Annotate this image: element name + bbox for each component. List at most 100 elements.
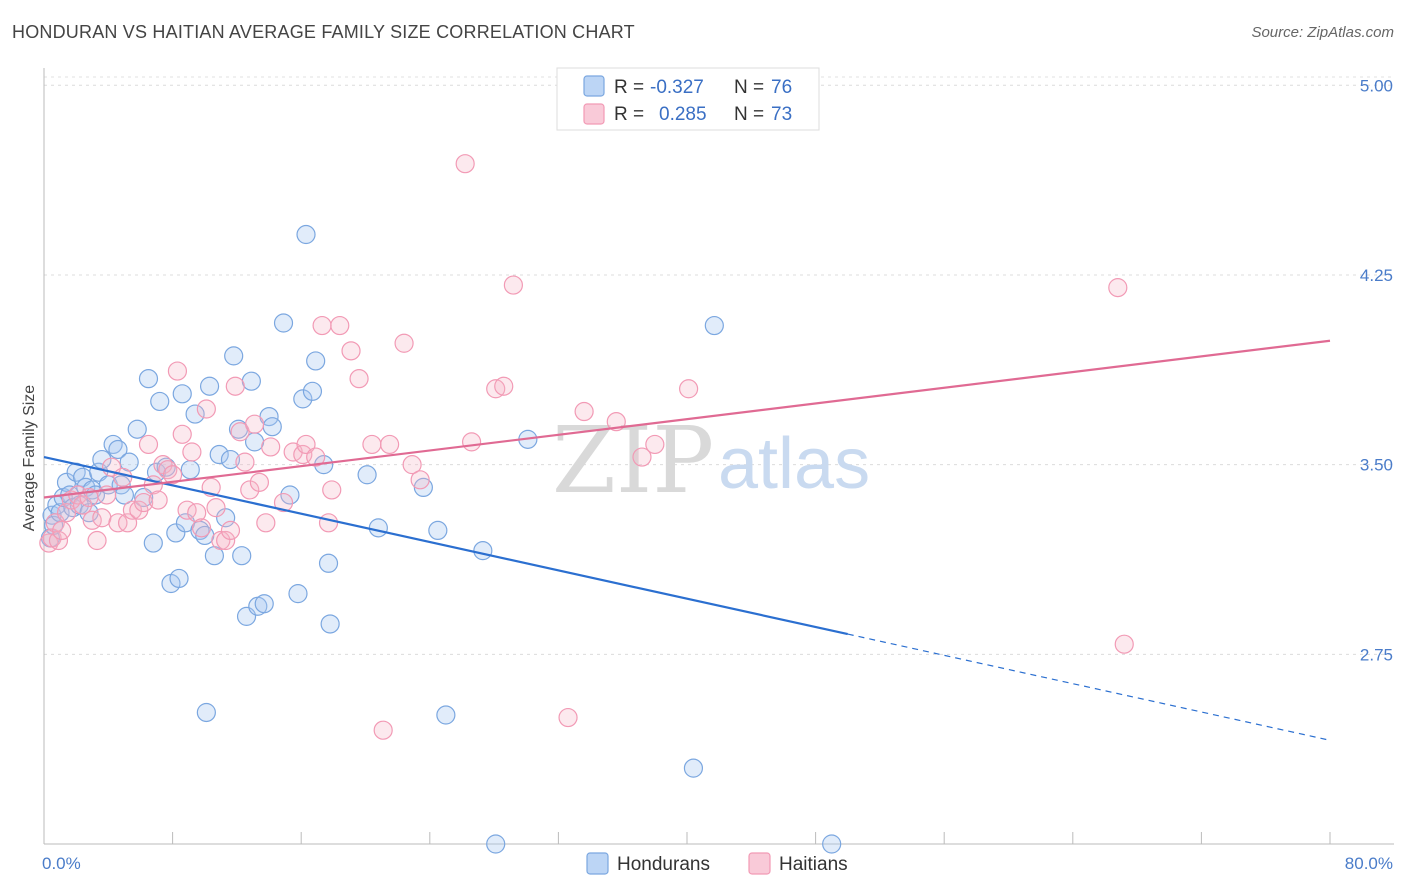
trend-line-extension: [847, 633, 1331, 741]
scatter-point-haitians: [461, 432, 482, 452]
scatter-point-hondurans: [273, 313, 294, 333]
scatter-point-hondurans: [293, 389, 313, 409]
scatter-point-hondurans: [486, 834, 506, 854]
grid: [44, 76, 1394, 655]
x-tick-label-max: 80.0%: [1345, 854, 1393, 873]
trend-lines: [43, 339, 1331, 741]
scatter-point-haitians: [87, 530, 107, 551]
y-tick-label: 4.25: [1360, 266, 1393, 285]
scatter-point-hondurans: [302, 381, 323, 401]
scatter-point-haitians: [134, 492, 154, 513]
scatter-point-hondurans: [196, 702, 216, 723]
bottom-legend-swatch-haitians: [748, 852, 771, 875]
scatter-point-haitians: [56, 503, 77, 523]
scatter-point-hondurans: [254, 594, 274, 614]
scatter-point-hondurans: [306, 351, 326, 371]
scatter-point-haitians: [318, 513, 339, 533]
scatter-point-hondurans: [357, 465, 377, 485]
scatter-point-hondurans: [138, 369, 159, 389]
axes: [43, 68, 1394, 845]
scatter-point-hondurans: [172, 384, 192, 404]
scatter-point-haitians: [216, 530, 236, 551]
scatter-point-haitians: [256, 513, 276, 533]
scatter-point-haitians: [330, 315, 350, 336]
scatter-point-haitians: [138, 434, 159, 455]
scatter-point-haitians: [341, 341, 361, 361]
scatter-point-haitians: [108, 513, 128, 533]
scatter-point-hondurans: [150, 391, 170, 412]
scatter-point-hondurans: [224, 346, 244, 366]
scatter-point-hondurans: [232, 546, 252, 566]
scatter-point-haitians: [220, 520, 241, 541]
scatter-point-hondurans: [436, 705, 456, 725]
scatter-point-haitians: [455, 154, 475, 174]
scatter-point-haitians: [558, 707, 578, 728]
scatter-point-haitians: [410, 470, 430, 490]
scatter-point-haitians: [113, 467, 133, 487]
chart-title: HONDURAN VS HAITIAN AVERAGE FAMILY SIZE …: [12, 22, 635, 42]
scatter-point-haitians: [1114, 634, 1134, 654]
scatter-point-hondurans: [288, 584, 308, 604]
y-tick-labels: 2.75 3.50 4.25 5.00: [1360, 76, 1393, 664]
scatter-point-hondurans: [683, 758, 704, 778]
watermark-atlas: atlas: [718, 424, 870, 504]
y-tick-label: 5.00: [1360, 76, 1393, 95]
scatter-point-haitians: [679, 379, 699, 399]
source-label: Source: ZipAtlas.com: [1251, 24, 1394, 41]
scatter-point-haitians: [117, 513, 138, 533]
scatter-point-haitians: [172, 424, 192, 444]
scatter-point-hondurans: [92, 449, 112, 470]
legend-swatch-hondurans: [583, 75, 605, 97]
legend-n-label-hondurans: N =: [734, 77, 764, 98]
scatter-point-haitians: [249, 472, 270, 492]
legend-n-value-hondurans: 76: [771, 77, 792, 98]
legend-box: R = -0.327 N = 76 R = 0.285 N = 73: [556, 67, 820, 131]
trend-line-haitians: [43, 339, 1331, 499]
legend-r-label-hondurans: R =: [614, 77, 644, 98]
bottom-legend: Hondurans Haitians: [586, 852, 848, 875]
scatter-point-haitians: [1108, 278, 1128, 298]
scatter-point-hondurans: [220, 449, 241, 470]
scatter-point-haitians: [349, 369, 369, 389]
y-tick-label: 3.50: [1360, 456, 1393, 475]
bottom-legend-label-hondurans: Hondurans: [617, 854, 710, 875]
scatter-point-haitians: [322, 480, 342, 500]
scatter-point-hondurans: [280, 485, 300, 505]
scatter-point-haitians: [373, 720, 393, 740]
scatter-point-haitians: [182, 442, 202, 462]
legend-r-value-haitians: 0.285: [659, 104, 707, 125]
scatter-point-haitians: [187, 503, 207, 523]
scatter-point-hondurans: [127, 419, 147, 439]
scatter-point-haitians: [273, 492, 294, 513]
bottom-legend-swatch-hondurans: [586, 852, 609, 875]
scatter-point-hondurans: [169, 568, 189, 589]
scatter-point-haitians: [402, 455, 422, 475]
scatter-point-hondurans: [108, 439, 128, 460]
scatter-point-hondurans: [318, 553, 339, 573]
scatter-point-haitians: [394, 333, 414, 353]
scatter-point-hondurans: [428, 520, 448, 541]
scatter-point-haitians: [225, 376, 245, 396]
scatter-point-haitians: [632, 447, 652, 467]
scatter-point-haitians: [52, 520, 72, 541]
scatter-point-hondurans: [822, 834, 842, 854]
scatter-point-haitians: [163, 465, 183, 485]
scatter-point-haitians: [206, 498, 226, 518]
scatter-point-haitians: [312, 315, 332, 336]
scatter-point-hondurans: [296, 224, 316, 245]
scatter-point-haitians: [362, 434, 382, 455]
scatter-point-haitians: [92, 508, 112, 528]
scatter-point-haitians: [167, 361, 188, 381]
scatter-point-haitians: [240, 480, 260, 500]
scatter-point-haitians: [494, 376, 514, 396]
scatter-point-haitians: [148, 490, 168, 510]
legend-r-value-hondurans: -0.327: [650, 77, 704, 98]
scatter-point-haitians: [503, 275, 523, 295]
watermark: ZIP atlas: [552, 407, 870, 514]
scatter-point-hondurans: [216, 508, 236, 528]
scatter-point-hondurans: [704, 315, 724, 336]
scatter-point-haitians: [122, 500, 143, 520]
scatter-point-hondurans: [134, 487, 154, 508]
scatter-point-haitians: [72, 495, 93, 515]
